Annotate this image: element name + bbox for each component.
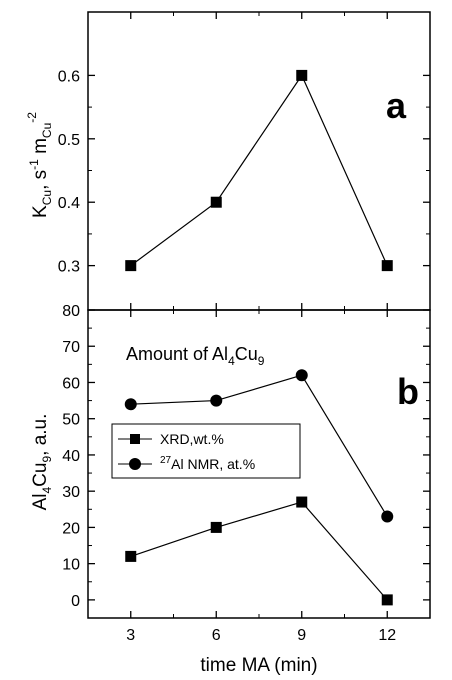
annot-sub: 4: [228, 354, 235, 368]
ticks-layer: 0.3 0.4 0.5 0.6 0 10 20 30 40 50 60 70 80 3 6 9 12: [58, 12, 430, 644]
ylabel-b-mid: Cu: [30, 463, 51, 487]
ytick-label-b-0: 0: [71, 593, 80, 610]
xtick-label-2: 9: [297, 627, 306, 644]
legend-box: [111, 423, 301, 479]
annot-text: Amount of Al: [126, 344, 228, 364]
data-point-a-0-0: [125, 260, 137, 272]
series-line-a-0: [130, 74, 388, 267]
ytick-label-a-3: 0.6: [58, 68, 80, 85]
ylabel-a-mid2: m: [30, 138, 51, 159]
ylabel-a-sup1: -1: [27, 159, 41, 170]
ytick-label-b-5: 50: [62, 412, 80, 429]
series-line-b-1: [130, 374, 388, 517]
data-point-a-0-1: [210, 196, 222, 208]
panel-a-letter: a: [386, 85, 407, 126]
xtick-label-3: 12: [378, 627, 396, 644]
ytick-label-b-4: 40: [62, 448, 80, 465]
data-point-b-0-2: [296, 496, 308, 508]
ytick-label-b-7: 70: [62, 339, 80, 356]
panel-a-frame: [87, 11, 431, 311]
ylabel-b-tail: , a.u.: [30, 414, 51, 456]
data-point-b-1-0: [124, 398, 137, 411]
marks-layer: [124, 69, 394, 606]
ylabel-a-sup2: -2: [25, 112, 39, 123]
panel-b-annotation: Amount of Al4Cu9: [126, 344, 265, 368]
ylabel-b-base: Al: [30, 494, 51, 511]
data-point-a-0-3: [381, 260, 393, 272]
data-point-b-1-1: [210, 394, 223, 407]
annot-text2: Cu: [235, 344, 258, 364]
data-point-b-0-1: [210, 521, 222, 533]
panel-b-ylabel: Al4Cu9, a.u.: [30, 414, 54, 511]
legend-nmr-sup: 27: [160, 455, 172, 466]
ylabel-b-sub1: 4: [40, 487, 54, 494]
legend-nmr-name: Al NMR, at.%: [171, 456, 255, 472]
legend-circle-marker: [129, 458, 141, 470]
ylabel-a-mid: , s: [30, 170, 51, 190]
x-axis-title: time MA (min): [200, 655, 317, 676]
series-line-b-0: [130, 501, 388, 601]
data-point-b-1-3: [381, 510, 394, 523]
ylabel-a-sub1: Cu: [40, 190, 54, 205]
xtick-label-1: 6: [212, 627, 221, 644]
legend-square-marker: [130, 434, 140, 444]
ytick-label-b-1: 10: [62, 557, 80, 574]
legend-label-nmr: 27Al NMR, at.%: [160, 455, 255, 472]
ylabel-a-base: K: [30, 205, 51, 218]
legend: XRD,wt.% 27Al NMR, at.%: [111, 423, 301, 479]
data-point-b-0-3: [381, 594, 393, 606]
ytick-label-a-0: 0.3: [58, 259, 80, 276]
ylabel-b-sub2: 9: [40, 456, 54, 463]
panel-a-ylabel: KCu, s-1 mCu-2: [25, 112, 54, 218]
ylabel-a-sub2: Cu: [40, 123, 54, 138]
panel-b-letter: b: [397, 371, 419, 412]
legend-label-xrd: XRD,wt.%: [160, 431, 224, 447]
data-point-a-0-2: [296, 69, 308, 81]
ytick-label-a-2: 0.5: [58, 132, 80, 149]
ytick-label-b-8: 80: [62, 303, 80, 320]
data-point-b-1-2: [295, 369, 308, 382]
annot-sub2: 9: [258, 354, 265, 368]
ytick-label-b-2: 20: [62, 520, 80, 537]
ytick-label-b-6: 60: [62, 375, 80, 392]
data-point-b-0-0: [125, 550, 137, 562]
ytick-label-a-1: 0.4: [58, 195, 80, 212]
lines-layer: [130, 74, 388, 601]
xtick-label-0: 3: [126, 627, 135, 644]
ytick-label-b-3: 30: [62, 484, 80, 501]
